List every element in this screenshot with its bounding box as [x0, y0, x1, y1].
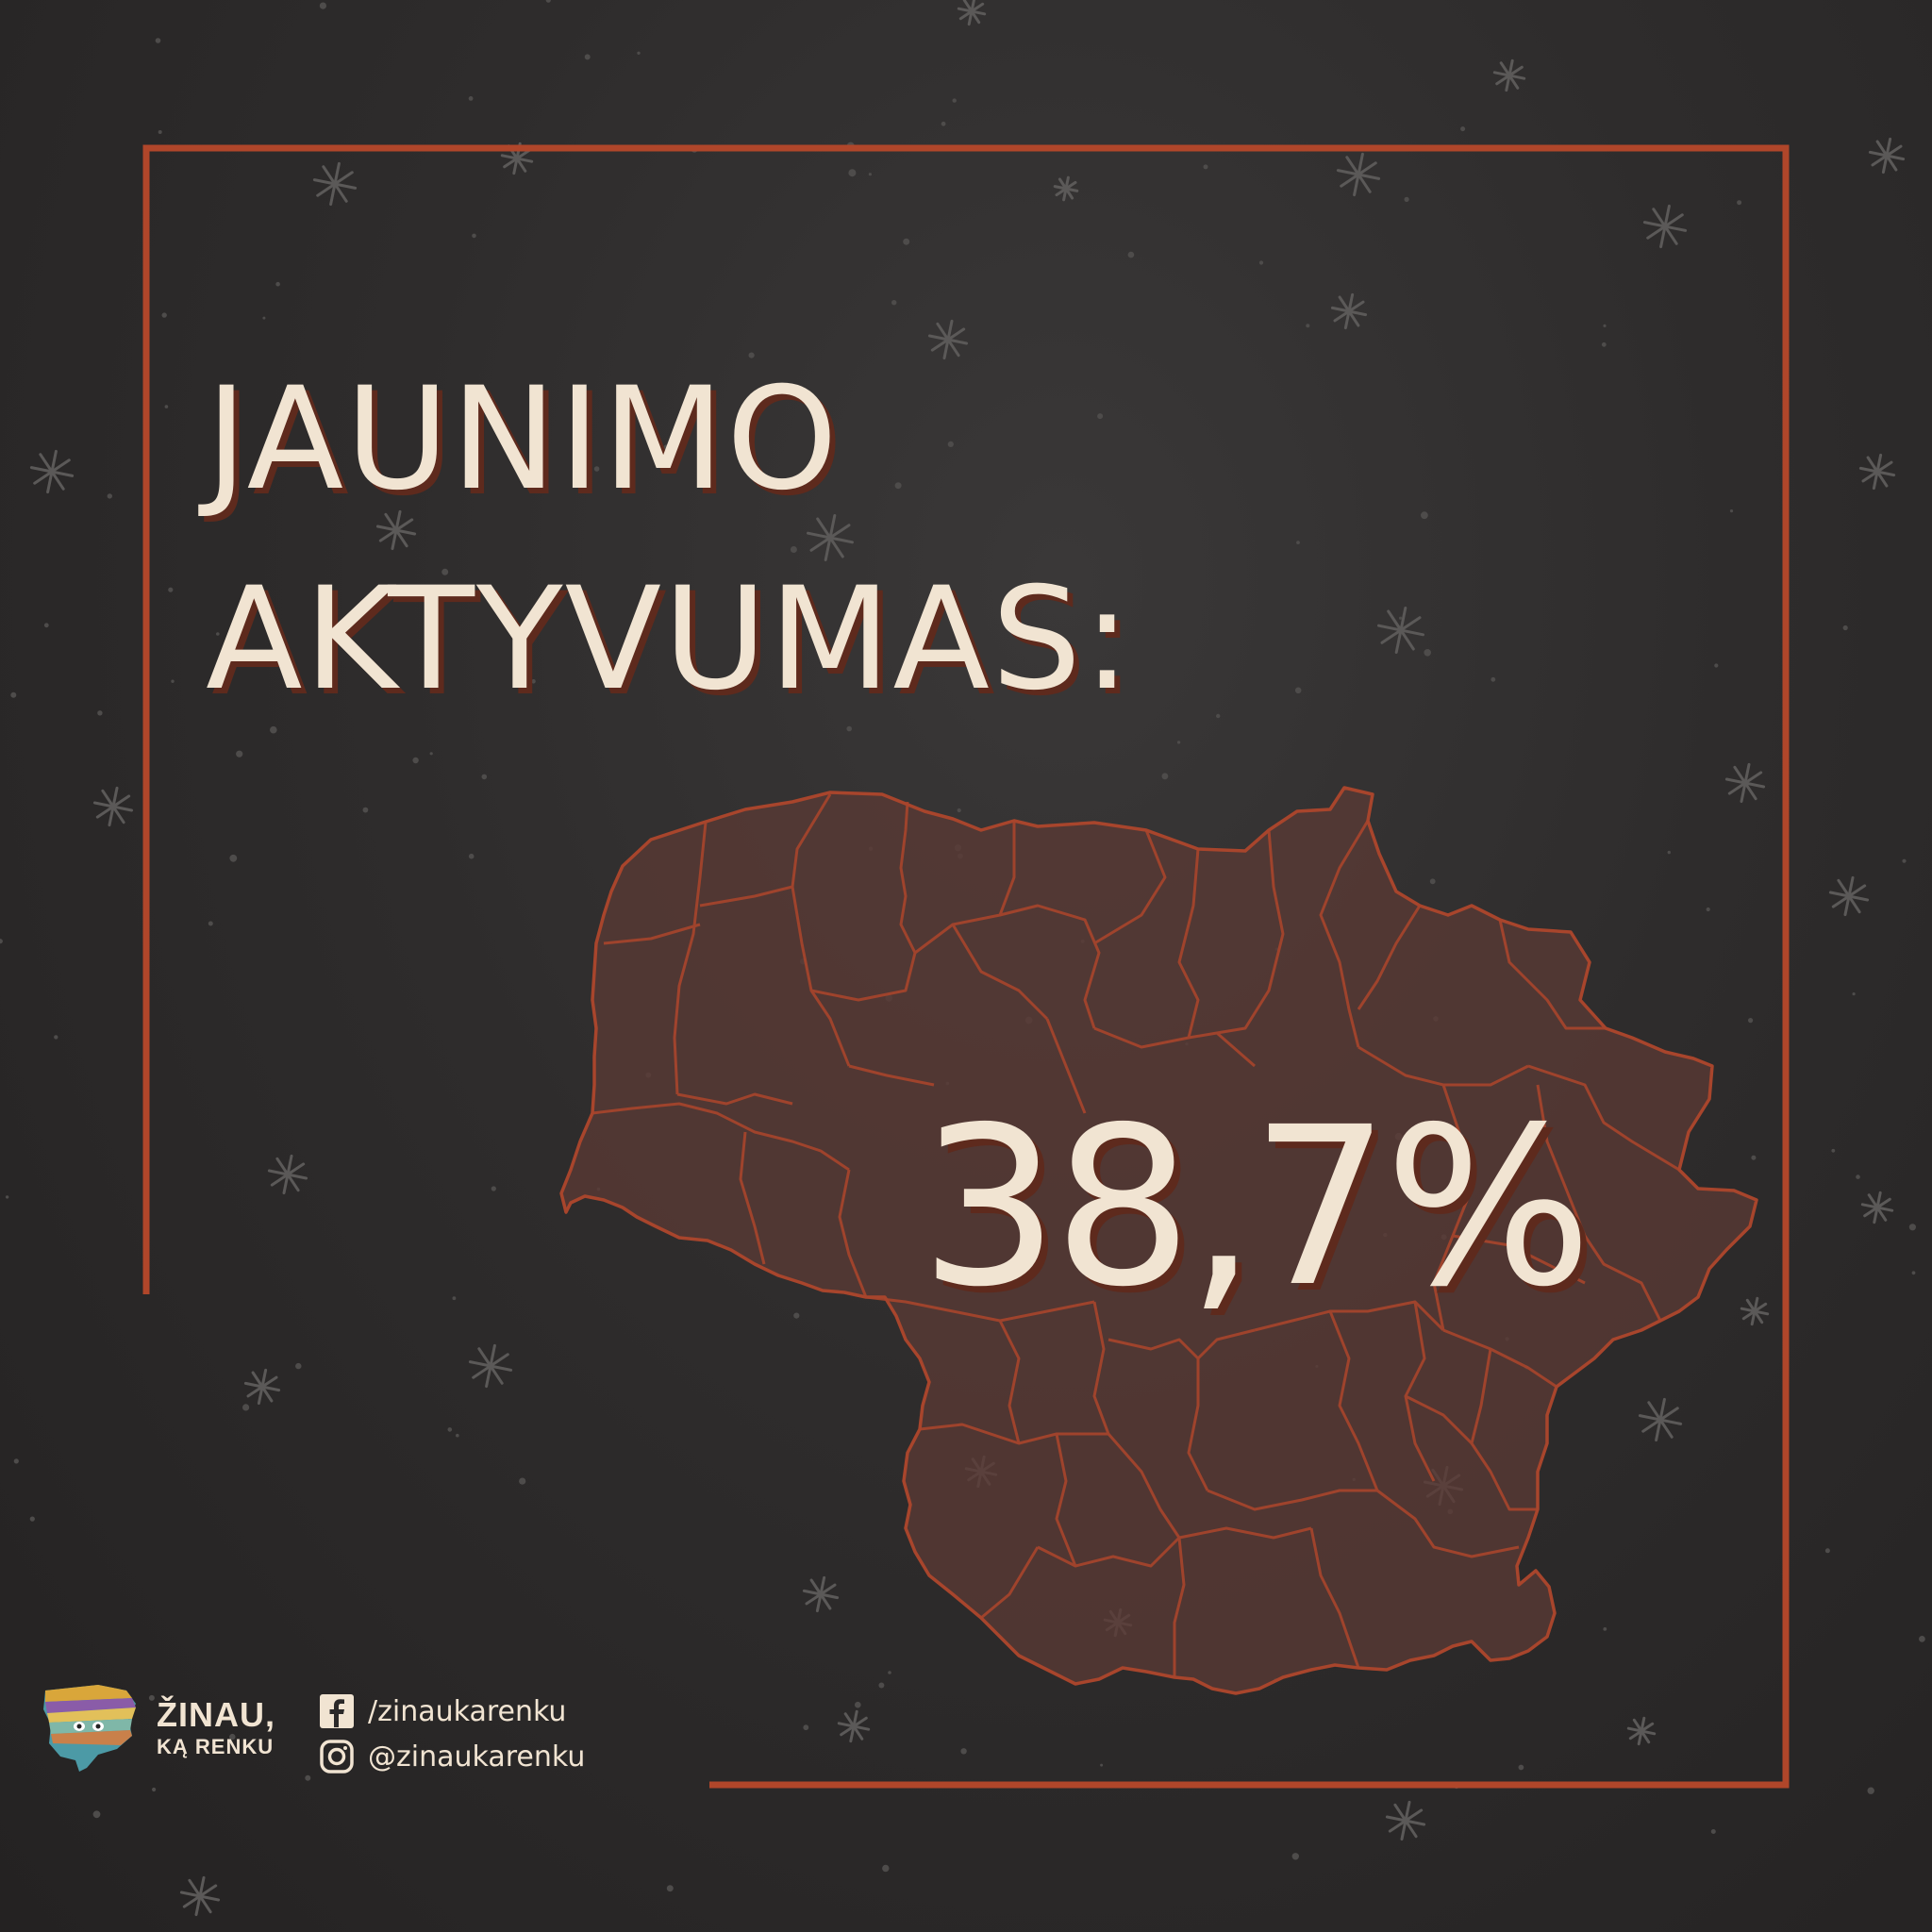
facebook-link[interactable]: /zinaukarenku [319, 1689, 585, 1734]
brand-line-2: KĄ RENKU [157, 1735, 275, 1758]
instagram-icon [320, 1740, 354, 1774]
headline: JAUNIMO AKTYVUMAS: [206, 340, 1133, 740]
map-outline [559, 786, 1758, 1695]
facebook-icon [320, 1694, 354, 1728]
zinau-ka-renku-logo [43, 1685, 136, 1772]
brand-name: ŽINAU, KĄ RENKU [157, 1696, 275, 1760]
instagram-handle: @zinaukarenku [368, 1740, 586, 1774]
brand-logo-block: ŽINAU, KĄ RENKU [42, 1681, 275, 1775]
turnout-value: 38,7% [920, 1080, 1592, 1335]
headline-line-1: JAUNIMO [206, 358, 840, 522]
facebook-handle: /zinaukarenku [368, 1694, 567, 1728]
brand-line-1: ŽINAU, [157, 1695, 275, 1734]
social-links: /zinaukarenku @zinaukarenku [319, 1689, 585, 1779]
municipality-borders [591, 793, 1680, 1677]
headline-line-2: AKTYVUMAS: [206, 558, 1133, 722]
instagram-link[interactable]: @zinaukarenku [319, 1734, 585, 1779]
